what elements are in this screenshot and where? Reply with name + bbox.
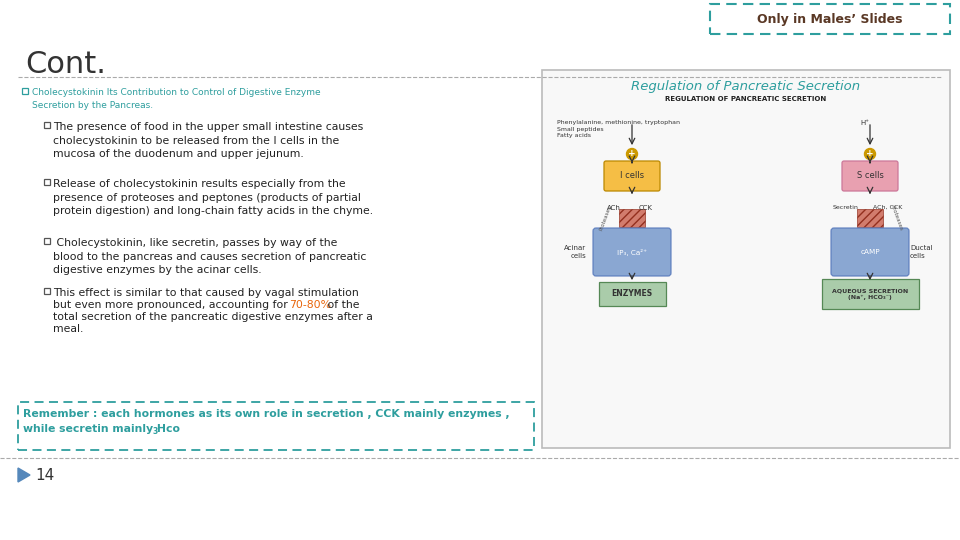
Bar [619, 209, 645, 227]
Text: Phenylalanine, methionine, tryptophan
Small peptides
Fatty acids: Phenylalanine, methionine, tryptophan Sm… [557, 120, 680, 138]
Text: S cells: S cells [856, 172, 883, 180]
Text: 14: 14 [35, 468, 55, 483]
FancyBboxPatch shape [710, 4, 950, 34]
Text: 3: 3 [153, 427, 158, 436]
FancyBboxPatch shape [593, 228, 671, 276]
Text: Cont.: Cont. [25, 50, 106, 79]
Text: The presence of food in the upper small intestine causes
cholecystokinin to be r: The presence of food in the upper small … [53, 122, 363, 159]
Text: Proteases: Proteases [889, 205, 903, 232]
FancyBboxPatch shape [822, 279, 919, 309]
Text: Ductal
cells: Ductal cells [910, 245, 932, 259]
Text: Secretin: Secretin [833, 205, 859, 210]
Text: Proteases: Proteases [599, 205, 612, 232]
Bar [44, 179, 50, 185]
Text: total secretion of the pancreatic digestive enzymes after a: total secretion of the pancreatic digest… [53, 312, 372, 322]
Bar [44, 238, 50, 244]
Bar [44, 122, 50, 128]
FancyBboxPatch shape [842, 161, 898, 191]
Text: Regulation of Pancreatic Secretion: Regulation of Pancreatic Secretion [632, 80, 860, 93]
Text: +: + [628, 150, 636, 159]
Text: Remember : each hormones as its own role in secretion , CCK mainly enzymes ,: Remember : each hormones as its own role… [23, 409, 510, 419]
Text: IP₃, Ca²⁺: IP₃, Ca²⁺ [617, 248, 647, 255]
Text: but even more pronounced, accounting for: but even more pronounced, accounting for [53, 300, 291, 310]
FancyBboxPatch shape [18, 402, 534, 450]
Text: Acinar
cells: Acinar cells [564, 245, 586, 259]
FancyBboxPatch shape [542, 70, 950, 448]
Text: +: + [866, 150, 874, 159]
Text: meal.: meal. [53, 324, 84, 334]
Text: Cholecystokinin Its Contribution to Control of Digestive Enzyme
Secretion by the: Cholecystokinin Its Contribution to Cont… [32, 88, 321, 110]
Text: cAMP: cAMP [860, 249, 879, 255]
Text: This effect is similar to that caused by vagal stimulation: This effect is similar to that caused by… [53, 288, 359, 298]
Bar [22, 88, 28, 94]
FancyBboxPatch shape [831, 228, 909, 276]
Text: REGULATION OF PANCREATIC SECRETION: REGULATION OF PANCREATIC SECRETION [665, 96, 827, 102]
Text: Cholecystokinin, like secretin, passes by way of the
blood to the pancreas and c: Cholecystokinin, like secretin, passes b… [53, 238, 367, 275]
Circle shape [865, 148, 876, 159]
Text: ENZYMES: ENZYMES [612, 289, 653, 299]
Text: while secretin mainly Hco: while secretin mainly Hco [23, 424, 180, 434]
Text: ACh, CCK: ACh, CCK [874, 205, 902, 210]
Bar [857, 209, 883, 227]
Text: ACh: ACh [607, 205, 621, 211]
FancyBboxPatch shape [604, 161, 660, 191]
FancyBboxPatch shape [598, 282, 665, 306]
Text: H⁺: H⁺ [860, 120, 869, 126]
Text: Release of cholecystokinin results especially from the
presence of proteoses and: Release of cholecystokinin results espec… [53, 179, 373, 216]
Text: AQUEOUS SECRETION
(Na⁺, HCO₃⁻): AQUEOUS SECRETION (Na⁺, HCO₃⁻) [832, 288, 908, 300]
Text: 70-80%: 70-80% [289, 300, 331, 310]
Text: I cells: I cells [620, 172, 644, 180]
Text: of the: of the [324, 300, 359, 310]
Text: Only in Males’ Slides: Only in Males’ Slides [757, 12, 902, 25]
Text: CCK: CCK [639, 205, 653, 211]
Circle shape [627, 148, 637, 159]
Polygon shape [18, 468, 30, 482]
Bar [44, 288, 50, 294]
